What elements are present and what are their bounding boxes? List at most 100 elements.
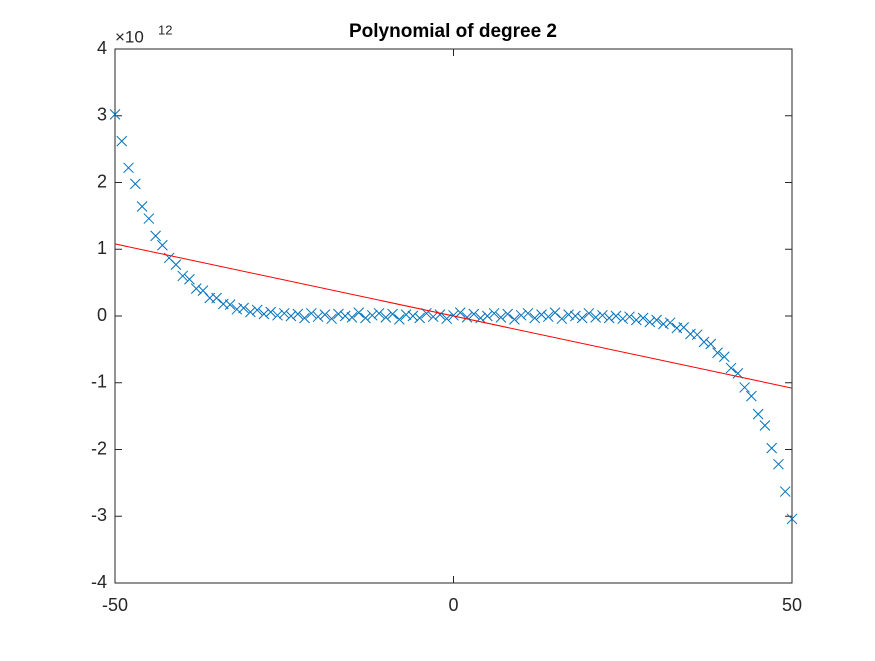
scatter-point [576, 312, 588, 324]
scatter-point [698, 336, 710, 348]
scatter-point [664, 317, 676, 329]
scatter-point [427, 311, 439, 323]
scatter-point [339, 310, 351, 322]
scatter-point [434, 309, 446, 321]
scatter-point [786, 513, 798, 525]
scatter-point [603, 312, 615, 324]
scatter-point [177, 270, 189, 282]
scatter-point [712, 347, 723, 359]
scatter-point [488, 307, 500, 319]
scatter-point [529, 312, 541, 324]
scatter-point [563, 309, 574, 321]
scatter-point [292, 308, 304, 320]
scatter-point [549, 307, 561, 319]
y-exponent-power: 12 [158, 22, 172, 37]
fit-line [114, 243, 793, 389]
scatter-point [190, 283, 202, 294]
scatter-point [400, 309, 412, 321]
scatter-point [773, 458, 784, 470]
scatter-point [305, 307, 317, 319]
scatter-point [143, 213, 155, 224]
scatter-point [393, 313, 405, 325]
scatter-point [129, 178, 141, 190]
scatter-point [630, 314, 642, 326]
scatter-point [407, 310, 419, 322]
scatter-point [637, 312, 649, 324]
scatter-point [502, 308, 514, 320]
scatter-point [468, 308, 480, 320]
scatter-point [644, 316, 656, 328]
scatter-point [617, 313, 629, 325]
scatter-point [624, 311, 635, 323]
scatter-point [272, 309, 283, 321]
scatter-point [570, 310, 581, 322]
scatter-point [238, 302, 249, 314]
y-exponent-base: ×10 [115, 27, 144, 46]
scatter-point [231, 303, 243, 315]
scatter-point [333, 308, 344, 320]
scatter-point [184, 273, 195, 285]
scatter-point [705, 338, 717, 350]
scatter-point [245, 306, 256, 318]
scatter-point [360, 312, 371, 324]
scatter-point [610, 310, 622, 322]
scatter-point [481, 310, 493, 322]
chart-title: Polynomial of degree 2 [349, 21, 557, 42]
scatter-point [285, 310, 297, 322]
scatter-point [739, 382, 750, 393]
scatter-point [732, 368, 744, 379]
scatter-point [651, 314, 662, 326]
scatter-point [109, 109, 121, 120]
scatter-point [658, 318, 669, 330]
y-tick-label: -2 [91, 438, 107, 458]
y-tick-label: 0 [97, 305, 107, 325]
scatter-point [509, 313, 520, 325]
scatter-point [123, 162, 134, 174]
scatter-point [766, 442, 778, 454]
scatter-point [319, 309, 331, 321]
scatter-point [346, 311, 358, 323]
y-tick-label: 4 [97, 38, 107, 58]
scatter-point [779, 486, 791, 497]
scatter-point [542, 311, 554, 323]
scatter-point [380, 311, 392, 323]
y-tick-label: -3 [91, 505, 107, 525]
scatter-point [556, 313, 568, 325]
y-tick-label: -1 [91, 372, 107, 392]
scatter-point [136, 201, 148, 212]
scatter-point [495, 311, 507, 323]
scatter-point [759, 420, 771, 431]
scatter-point [157, 239, 168, 251]
y-tick-label: 2 [97, 171, 107, 191]
x-tick-label: 50 [782, 595, 802, 615]
scatter-point [746, 390, 757, 402]
scatter-point [265, 306, 277, 318]
y-tick-label: 1 [97, 238, 107, 258]
scatter-point [515, 309, 527, 321]
scatter-point [312, 311, 324, 323]
y-tick-label: 3 [97, 105, 107, 125]
scatter-point [597, 309, 608, 321]
scatter-point [251, 304, 263, 316]
scatter-point [373, 307, 385, 319]
scatter-point [116, 135, 128, 147]
scatter-point [211, 292, 222, 304]
scatter-point [590, 311, 602, 323]
scatter-point [224, 299, 236, 311]
scatter-point [387, 308, 398, 320]
scatter-point [366, 309, 378, 321]
scatter-point [299, 312, 310, 324]
scatter-point [752, 408, 764, 420]
scatter-point [522, 307, 534, 319]
y-tick-label: -4 [91, 572, 107, 592]
scatter-point [258, 308, 270, 320]
scatter-point [414, 312, 426, 324]
x-tick-label: -50 [102, 595, 128, 615]
x-tick-label: 0 [448, 595, 458, 615]
scatter-point [353, 307, 365, 319]
scatter-point [448, 309, 459, 321]
scatter-point [150, 230, 161, 242]
scatter-point [278, 307, 290, 319]
